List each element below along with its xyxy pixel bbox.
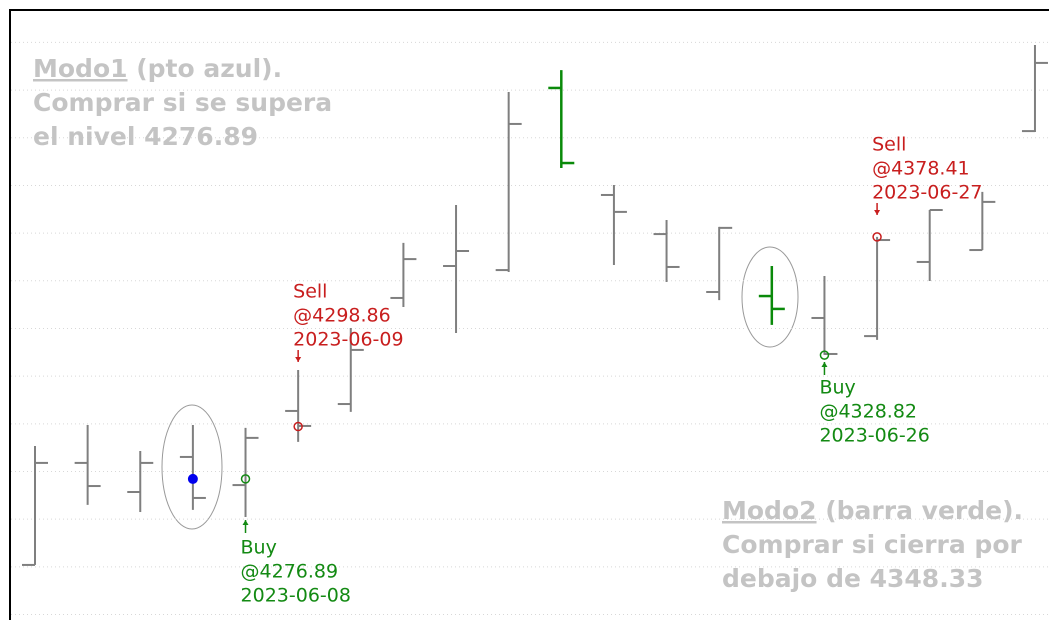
highlight-ellipse bbox=[161, 404, 223, 530]
signal-marker bbox=[872, 232, 882, 242]
signal-label: 2023-06-26 bbox=[819, 425, 929, 447]
signal-label: @4276.89 bbox=[241, 561, 339, 583]
note-title-main: Modo2 bbox=[722, 496, 817, 525]
note-line: debajo de 4348.33 bbox=[722, 564, 984, 593]
note-title-rest: (barra verde). bbox=[817, 496, 1023, 525]
signal-label: 2023-06-27 bbox=[872, 182, 982, 204]
signal-arrowhead bbox=[295, 357, 302, 362]
signal-marker bbox=[240, 474, 251, 484]
note-line: el nivel 4276.89 bbox=[33, 122, 258, 151]
signal-label: Sell bbox=[872, 134, 906, 156]
note-title: Modo2 (barra verde). bbox=[722, 496, 1023, 525]
note-title-main: Modo1 bbox=[33, 54, 128, 83]
signal-label: Buy bbox=[241, 537, 277, 559]
highlight-ellipse bbox=[741, 246, 799, 348]
signal-arrowhead bbox=[874, 210, 881, 215]
signal-label: Sell bbox=[293, 281, 327, 303]
signal-label: @4378.41 bbox=[872, 158, 970, 180]
signal-label: 2023-06-08 bbox=[241, 585, 351, 607]
signal-label: 2023-06-09 bbox=[293, 329, 403, 351]
frame bbox=[9, 9, 1049, 620]
note-line: Comprar si se supera bbox=[33, 88, 332, 117]
note-title: Modo1 (pto azul). bbox=[33, 54, 282, 83]
signal-label: @4298.86 bbox=[293, 305, 391, 327]
signal-arrowhead bbox=[242, 520, 249, 525]
signal-dot bbox=[187, 473, 198, 484]
signal-marker bbox=[819, 350, 830, 360]
signal-marker bbox=[293, 421, 303, 432]
signal-label: @4328.82 bbox=[819, 401, 917, 423]
signal-arrowhead bbox=[821, 362, 828, 367]
note-line: Comprar si cierra por bbox=[722, 530, 1023, 559]
note-title-rest: (pto azul). bbox=[128, 54, 283, 83]
signal-label: Buy bbox=[819, 377, 855, 399]
